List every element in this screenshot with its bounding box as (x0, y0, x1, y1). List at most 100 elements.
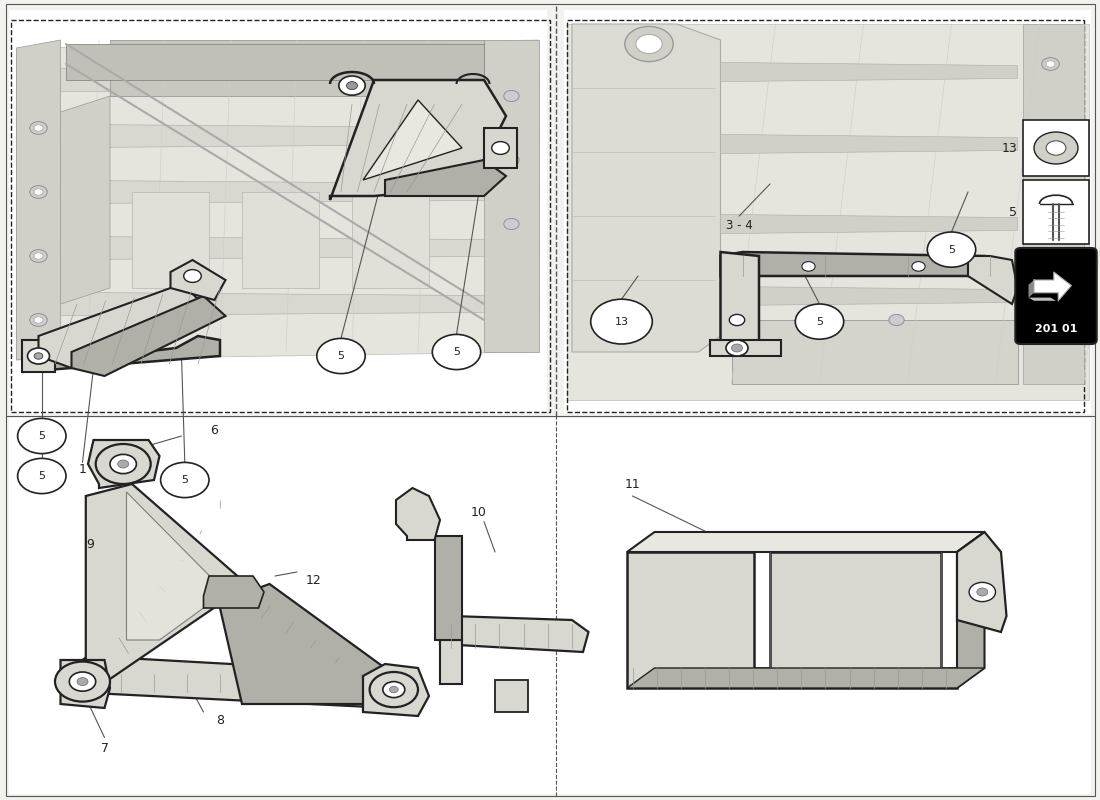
Polygon shape (720, 252, 759, 344)
Bar (564, 10, 1091, 414)
Polygon shape (60, 660, 110, 708)
Polygon shape (440, 616, 588, 652)
Polygon shape (566, 24, 1089, 400)
Text: 201 01: 201 01 (1035, 324, 1077, 334)
Circle shape (34, 253, 43, 259)
Circle shape (977, 588, 988, 596)
Polygon shape (720, 214, 1018, 234)
Bar (566, 20, 1084, 412)
Polygon shape (16, 236, 539, 260)
Bar (9, 418, 1091, 794)
Circle shape (912, 262, 925, 271)
Polygon shape (72, 484, 242, 688)
Polygon shape (242, 192, 319, 288)
Circle shape (383, 682, 405, 698)
Circle shape (1046, 189, 1055, 195)
Polygon shape (1034, 272, 1071, 301)
Text: 1: 1 (78, 463, 87, 476)
Text: 5: 5 (1010, 206, 1018, 218)
Circle shape (30, 314, 47, 326)
Circle shape (30, 250, 47, 262)
Circle shape (317, 338, 365, 374)
Text: 5: 5 (39, 471, 45, 481)
Circle shape (30, 186, 47, 198)
Circle shape (1046, 61, 1055, 67)
Circle shape (28, 348, 50, 364)
Circle shape (1046, 317, 1055, 323)
Circle shape (969, 582, 996, 602)
Polygon shape (720, 134, 1018, 154)
Circle shape (1046, 141, 1066, 155)
Text: 3 - 4: 3 - 4 (726, 219, 752, 232)
Circle shape (504, 218, 519, 230)
Polygon shape (330, 80, 506, 200)
Circle shape (118, 460, 129, 468)
Polygon shape (710, 340, 781, 356)
Circle shape (389, 686, 398, 693)
Polygon shape (170, 260, 226, 300)
Circle shape (34, 317, 43, 323)
Polygon shape (204, 576, 264, 608)
Polygon shape (126, 492, 226, 640)
Polygon shape (363, 664, 429, 716)
Circle shape (370, 672, 418, 707)
Circle shape (1042, 250, 1059, 262)
Polygon shape (363, 100, 462, 180)
Polygon shape (627, 668, 984, 688)
Circle shape (96, 444, 151, 484)
Polygon shape (484, 128, 517, 168)
FancyBboxPatch shape (1015, 248, 1097, 344)
Polygon shape (16, 40, 539, 360)
Text: 6: 6 (210, 424, 219, 437)
Circle shape (636, 34, 662, 54)
Polygon shape (220, 584, 407, 704)
Circle shape (726, 340, 748, 356)
Polygon shape (16, 124, 539, 148)
Text: 11: 11 (625, 478, 640, 490)
Polygon shape (16, 292, 539, 316)
Circle shape (1021, 314, 1036, 326)
Text: 5: 5 (453, 347, 460, 357)
Circle shape (1042, 314, 1059, 326)
Circle shape (77, 678, 88, 686)
Circle shape (18, 418, 66, 454)
Circle shape (1046, 125, 1055, 131)
Bar (1023, 180, 1089, 244)
Polygon shape (352, 192, 429, 288)
Circle shape (1046, 253, 1055, 259)
Circle shape (1042, 58, 1059, 70)
Polygon shape (110, 40, 484, 96)
Polygon shape (16, 180, 539, 204)
Text: 10: 10 (471, 506, 486, 518)
Text: 5: 5 (182, 475, 188, 485)
Text: 12: 12 (306, 574, 321, 586)
Circle shape (184, 270, 201, 282)
Polygon shape (720, 62, 1018, 82)
Polygon shape (957, 532, 984, 688)
Circle shape (339, 76, 365, 95)
Circle shape (18, 458, 66, 494)
Polygon shape (66, 44, 484, 80)
Polygon shape (39, 284, 204, 368)
Circle shape (504, 90, 519, 102)
Polygon shape (434, 536, 462, 640)
Circle shape (802, 262, 815, 271)
Bar (11, 20, 550, 412)
Polygon shape (385, 160, 506, 196)
Circle shape (110, 454, 136, 474)
Circle shape (34, 353, 43, 359)
Polygon shape (968, 256, 1018, 304)
Polygon shape (132, 192, 209, 288)
Polygon shape (732, 320, 1018, 384)
Polygon shape (495, 680, 528, 712)
Circle shape (591, 299, 652, 344)
Circle shape (729, 314, 745, 326)
Polygon shape (16, 40, 60, 360)
Text: 5: 5 (948, 245, 955, 254)
Bar (9, 10, 547, 414)
Polygon shape (396, 488, 440, 540)
Circle shape (492, 142, 509, 154)
Text: 7: 7 (100, 742, 109, 754)
Polygon shape (440, 640, 462, 684)
Circle shape (55, 662, 110, 702)
